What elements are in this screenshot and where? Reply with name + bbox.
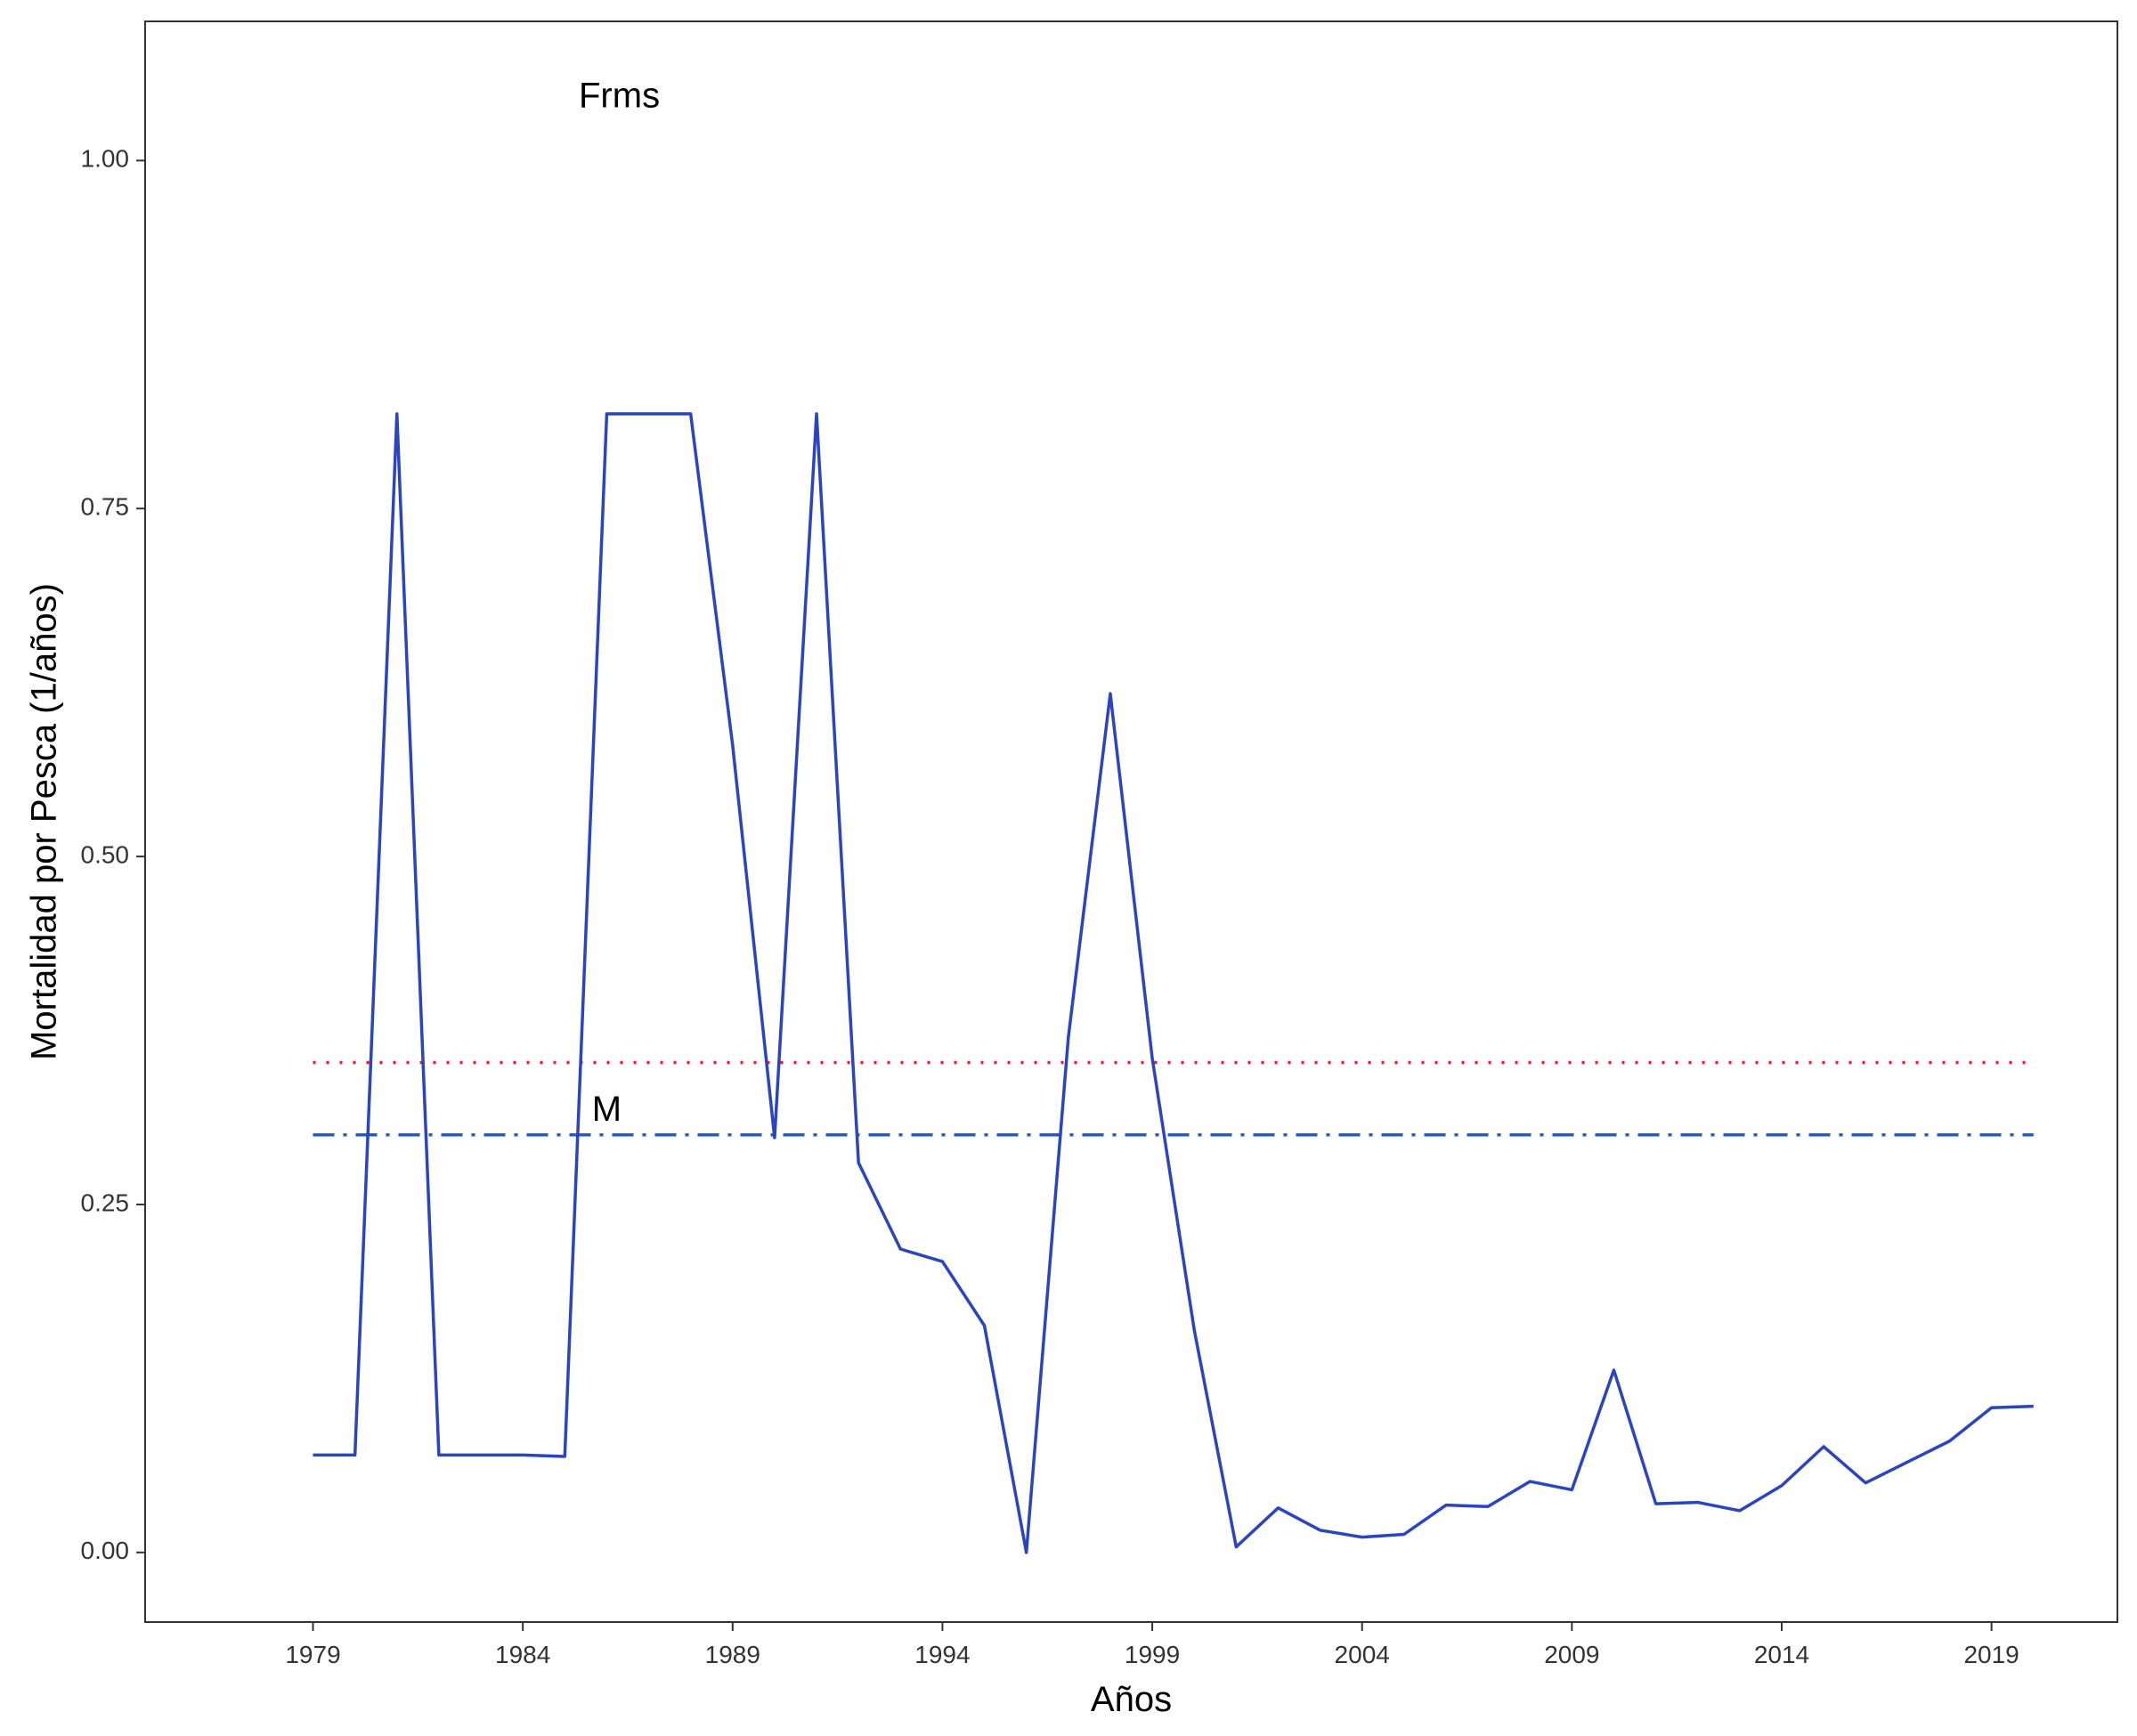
series-line-1 xyxy=(313,412,2034,1554)
x-tick-label: 1999 xyxy=(1125,1641,1180,1668)
y-tick-label: 0.50 xyxy=(81,840,130,868)
x-tick-label: 2004 xyxy=(1335,1641,1390,1668)
x-tick-label: 1984 xyxy=(495,1641,550,1668)
y-tick-label: 0.00 xyxy=(81,1537,130,1564)
plot-area: Frms M xyxy=(313,77,2034,1554)
x-tick-label: 2019 xyxy=(1963,1641,2019,1668)
annotation-label-2: M xyxy=(592,1090,622,1129)
x-tick-label: 1989 xyxy=(705,1641,760,1668)
y-tick-label: 1.00 xyxy=(81,145,130,173)
axes: 1979 1984 1989 1994 1999 2004 2009 2014 2019 0.00… xyxy=(81,145,2019,1668)
x-tick-label: 1979 xyxy=(285,1641,340,1668)
x-tick-label: 1994 xyxy=(914,1641,970,1668)
x-tick-label: 2014 xyxy=(1754,1641,1809,1668)
panel-border xyxy=(144,20,2118,1623)
y-tick-label: 0.25 xyxy=(81,1188,130,1216)
x-tick-label: 2009 xyxy=(1544,1641,1599,1668)
y-tick-label: 0.75 xyxy=(81,493,130,521)
y-axis-title: Mortalidad por Pesca (1/años) xyxy=(25,583,64,1060)
x-axis-title: Años xyxy=(1091,1680,1172,1719)
annotation-label-1: Frms xyxy=(579,77,660,116)
